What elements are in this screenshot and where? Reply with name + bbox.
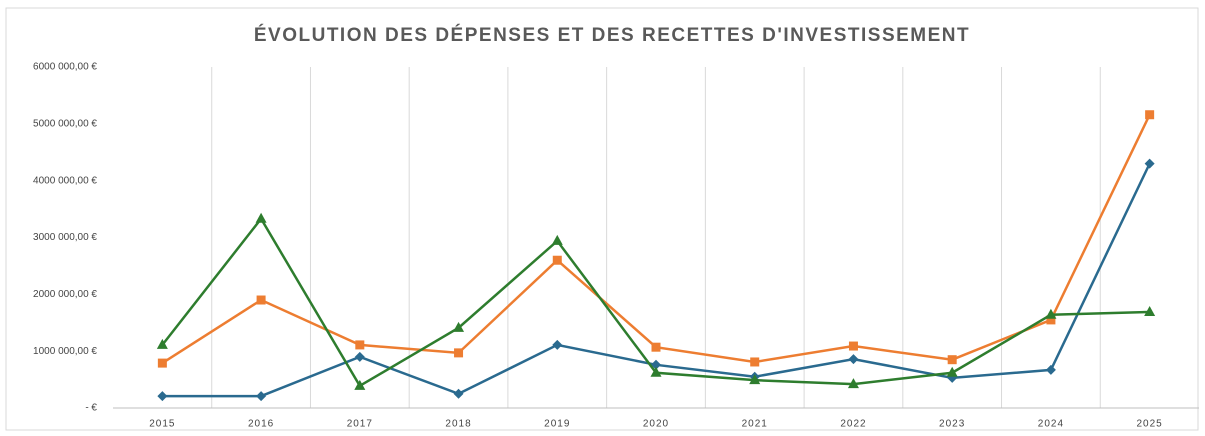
point xyxy=(354,351,365,362)
y-tick-label: 3000 000,00 € xyxy=(33,232,97,243)
y-tick-label: 4000 000,00 € xyxy=(33,175,97,186)
x-tick-label: 2017 xyxy=(347,419,373,430)
point xyxy=(750,357,760,367)
point xyxy=(157,358,167,368)
point xyxy=(453,388,464,399)
point xyxy=(256,295,266,305)
point xyxy=(848,341,858,351)
point xyxy=(552,339,563,350)
point xyxy=(1046,315,1056,325)
point xyxy=(157,391,168,402)
x-tick-label: 2020 xyxy=(643,419,669,430)
point xyxy=(354,379,366,390)
y-tick-label: 1000 000,00 € xyxy=(33,346,97,357)
x-tick-label: 2021 xyxy=(742,419,768,430)
point xyxy=(1045,364,1056,375)
point xyxy=(454,348,464,358)
x-tick-label: 2019 xyxy=(544,419,570,430)
point xyxy=(552,255,562,265)
x-tick-label: 2024 xyxy=(1038,419,1064,430)
point xyxy=(156,338,168,349)
x-tick-label: 2023 xyxy=(939,419,965,430)
point xyxy=(848,354,859,365)
x-tick-label: 2016 xyxy=(248,419,274,430)
point xyxy=(650,366,662,377)
y-tick-label: - € xyxy=(85,403,97,414)
point xyxy=(651,359,661,370)
y-tick-label: 5000 000,00 € xyxy=(33,118,97,129)
point xyxy=(947,355,957,365)
y-tick-label: 6000 000,00 € xyxy=(33,62,97,73)
point xyxy=(1144,305,1156,316)
point xyxy=(551,234,563,245)
point xyxy=(1144,158,1155,169)
point xyxy=(256,391,267,402)
point xyxy=(453,321,465,332)
x-tick-label: 2022 xyxy=(840,419,866,430)
point xyxy=(255,212,267,223)
point xyxy=(355,340,365,350)
chart-title: ÉVOLUTION DES DÉPENSES ET DES RECETTES D… xyxy=(254,24,970,46)
point xyxy=(749,374,761,385)
point xyxy=(847,378,859,389)
chart-frame xyxy=(5,7,1199,431)
x-tick-label: 2025 xyxy=(1137,419,1163,430)
point xyxy=(946,366,958,377)
point xyxy=(1045,308,1057,319)
x-tick-label: 2015 xyxy=(149,419,175,430)
point xyxy=(651,342,661,352)
y-tick-label: 2000 000,00 € xyxy=(33,289,97,300)
x-tick-label: 2018 xyxy=(445,419,471,430)
point xyxy=(1145,110,1155,120)
